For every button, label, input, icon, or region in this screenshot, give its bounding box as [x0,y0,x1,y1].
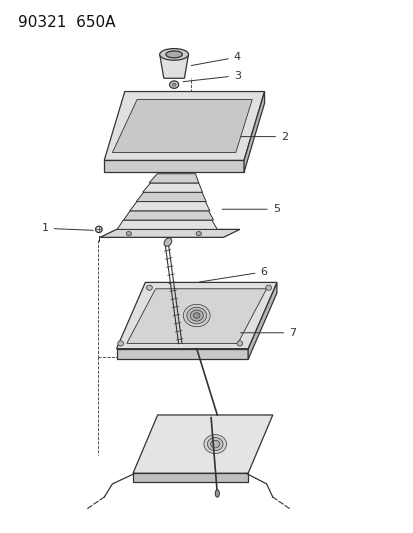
Ellipse shape [169,81,178,88]
Ellipse shape [186,307,206,324]
Polygon shape [116,349,247,359]
Ellipse shape [126,231,131,236]
Text: 2: 2 [234,132,287,142]
Text: 3: 3 [183,70,240,82]
Polygon shape [104,92,264,160]
Ellipse shape [172,83,176,86]
Ellipse shape [159,49,188,60]
Polygon shape [112,100,252,152]
Ellipse shape [196,231,201,236]
Ellipse shape [190,310,203,321]
Polygon shape [133,415,272,473]
Text: 6: 6 [199,267,267,282]
Ellipse shape [265,285,271,290]
Ellipse shape [183,304,209,327]
Ellipse shape [95,226,102,232]
Text: 1: 1 [42,223,93,233]
Polygon shape [142,183,202,192]
Ellipse shape [117,341,123,346]
Polygon shape [126,289,266,343]
Ellipse shape [237,341,242,346]
Text: 7: 7 [240,328,296,338]
Polygon shape [104,160,243,172]
Ellipse shape [207,438,223,451]
Ellipse shape [215,490,219,497]
Text: 90321  650A: 90321 650A [18,14,115,30]
Polygon shape [116,282,276,349]
Polygon shape [149,174,198,183]
Polygon shape [123,211,213,220]
Ellipse shape [210,440,219,448]
Polygon shape [133,473,247,482]
Polygon shape [247,282,276,359]
Polygon shape [100,229,239,237]
Ellipse shape [204,434,226,454]
Ellipse shape [166,51,182,58]
Polygon shape [130,201,209,211]
Text: 5: 5 [222,204,279,214]
Polygon shape [159,54,188,78]
Text: 4: 4 [191,52,240,66]
Polygon shape [243,92,264,172]
Ellipse shape [146,285,152,290]
Ellipse shape [193,313,199,318]
Polygon shape [117,220,217,229]
Ellipse shape [164,238,171,246]
Polygon shape [136,192,206,201]
